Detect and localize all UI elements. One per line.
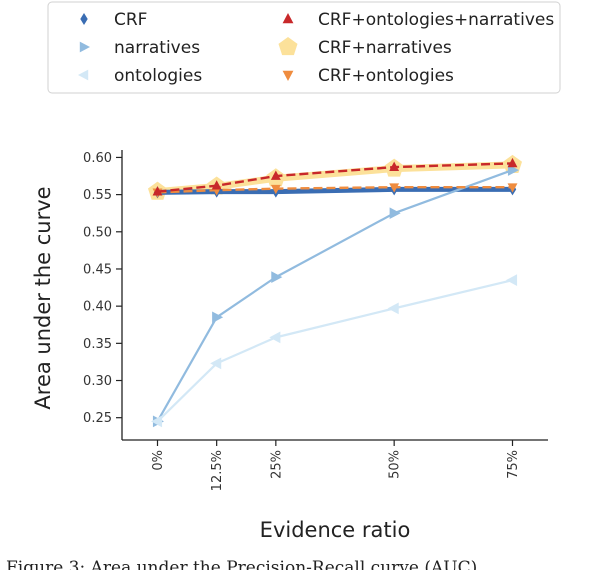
legend-item-crf-ontologies-narratives: CRF+ontologies+narratives — [282, 10, 554, 30]
y-tick-label: 0.50 — [83, 225, 112, 240]
y-tick-label: 0.35 — [83, 337, 112, 352]
data-point-crf-ontologies-narratives — [211, 180, 222, 190]
data-point-crf-ontologies-narratives — [389, 161, 400, 171]
legend-marker-crf — [80, 13, 88, 25]
legend-label-crf-ontologies-narratives: CRF+ontologies+narratives — [318, 10, 554, 30]
legend-item-crf: CRF — [80, 10, 147, 30]
data-point-ontologies — [506, 274, 518, 286]
x-tick-label: 50% — [388, 450, 403, 479]
y-axis: 0.25 0.30 0.35 0.40 0.45 0.50 0.55 0.60 — [83, 150, 123, 440]
legend-frame — [47, 1, 561, 94]
series-line-ontologies — [156, 279, 513, 423]
y-tick-label: 0.30 — [83, 374, 112, 389]
data-point-crf-ontologies-narratives — [270, 170, 281, 180]
legend-marker-crf-ontologies-narratives — [282, 13, 294, 24]
series-narratives — [152, 164, 519, 428]
legend-label-narratives: narratives — [114, 38, 200, 58]
plot-area — [147, 154, 523, 428]
figure-caption: Figure 3: Area under the Precision-Recal… — [6, 558, 477, 570]
data-point-ontologies — [269, 331, 281, 344]
data-point-ontologies — [387, 302, 399, 315]
y-tick-label: 0.45 — [83, 262, 112, 277]
legend-marker-crf-ontologies — [282, 70, 294, 81]
data-point-crf-ontologies — [389, 183, 400, 193]
legend-label-crf-narratives: CRF+narratives — [318, 38, 452, 58]
legend-item-crf-ontologies: CRF+ontologies — [282, 66, 454, 86]
data-point-narratives — [212, 311, 224, 324]
x-tick-label: 25% — [269, 450, 284, 479]
y-axis-label: Area under the curve — [31, 186, 55, 409]
legend-marker-ontologies — [78, 69, 89, 81]
legend-label-ontologies: ontologies — [114, 66, 202, 86]
y-tick-label: 0.40 — [83, 300, 112, 315]
x-tick-label: 12.5% — [210, 450, 225, 491]
legend-item-narratives: narratives — [79, 38, 200, 58]
series-line-narratives — [156, 169, 513, 422]
data-point-crf-ontologies-narratives — [507, 157, 518, 168]
legend-item-crf-narratives: CRF+narratives — [278, 37, 452, 58]
y-tick-label: 0.60 — [83, 151, 112, 166]
x-tick-label: 75% — [506, 450, 521, 479]
data-point-crf-ontologies — [270, 184, 281, 195]
y-tick-label: 0.55 — [83, 188, 112, 203]
legend-marker-crf-narratives — [278, 37, 298, 56]
legend-item-ontologies: ontologies — [78, 66, 202, 86]
data-point-ontologies — [151, 415, 163, 428]
data-point-crf-ontologies-narratives — [152, 186, 163, 196]
y-tick-label: 0.25 — [83, 411, 112, 426]
legend: CRF narratives ontologies CRF+ontologies+na… — [47, 1, 561, 94]
x-axis: 0% 12.5% 25% 50% 75% — [122, 439, 548, 491]
legend-label-crf-ontologies: CRF+ontologies — [318, 66, 454, 86]
series-crf-ontologies-narratives — [152, 157, 518, 196]
data-point-narratives — [271, 271, 283, 284]
series-ontologies — [151, 274, 518, 428]
legend-marker-narratives — [79, 41, 90, 53]
data-point-ontologies — [210, 357, 222, 370]
data-point-narratives — [389, 207, 401, 220]
data-point-crf-ontologies — [507, 183, 518, 193]
x-axis-label: Evidence ratio — [260, 518, 411, 542]
legend-label-crf: CRF — [114, 10, 147, 30]
x-tick-label: 0% — [151, 450, 166, 471]
